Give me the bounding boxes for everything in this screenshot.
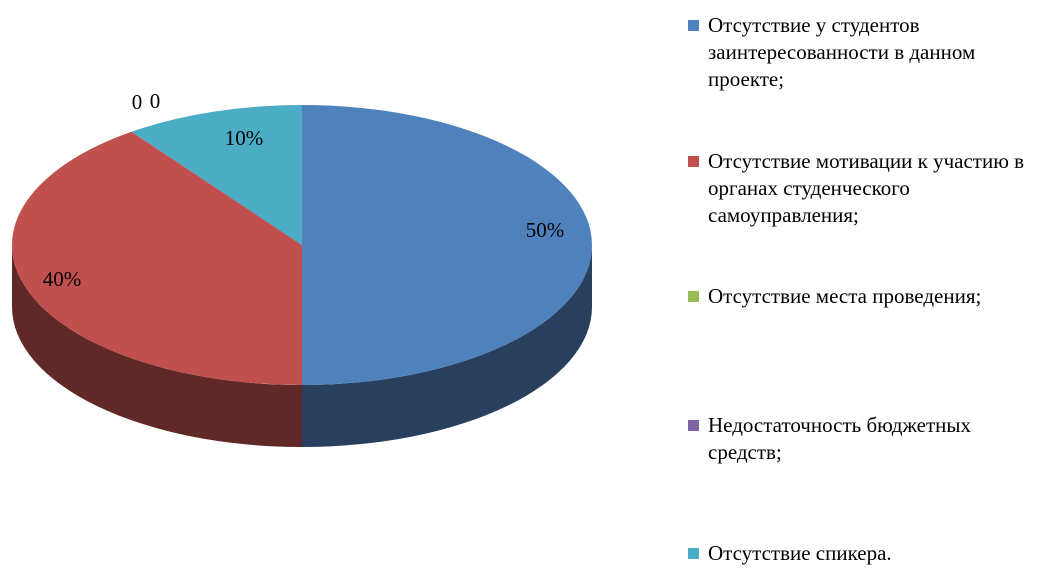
legend-label: Отсутствие у студентов заинтересованност… [708,13,976,91]
legend-swatch [688,156,699,167]
legend-label: Отсутствие мотивации к участию в органах… [708,149,1025,227]
legend-swatch [688,548,699,559]
pie-slice [12,131,302,385]
chart: 50% 40% 0 0 10% [12,89,592,447]
legend-label: Отсутствие спикера. [708,541,892,565]
data-label: 0 [150,89,161,113]
legend: Отсутствие у студентов заинтересованност… [688,0,1048,568]
data-label: 50% [526,218,565,242]
data-label: 40% [43,267,82,291]
legend-swatch [688,420,699,431]
legend-swatch [688,20,699,31]
legend-label: Отсутствие места проведения; [708,284,982,308]
legend-swatch [688,291,699,302]
data-label: 10% [225,126,264,150]
data-label: 0 [132,90,143,114]
pie-side [12,245,302,447]
pie-slice [131,105,302,245]
legend-label: Недостаточность бюджетных средств; [708,413,972,464]
pie-slice [302,105,592,385]
pie-side [302,245,592,447]
